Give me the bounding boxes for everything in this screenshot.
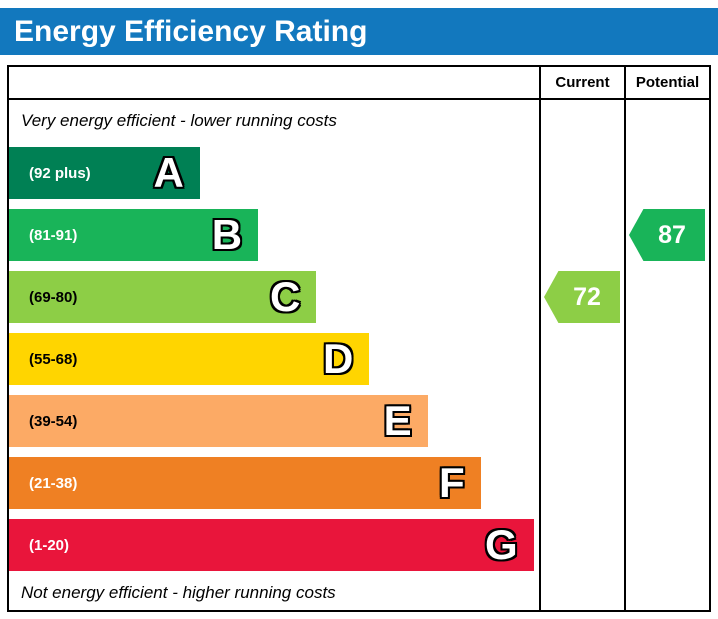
band-bar: (55-68) D [9, 333, 370, 385]
band-range: (39-54) [29, 412, 78, 430]
band-range: (81-91) [29, 226, 78, 244]
band-letter: C [270, 273, 301, 320]
band-row-e: (39-54) E [9, 390, 539, 452]
band-bar: (81-91) B [9, 209, 259, 261]
band-range: (1-20) [29, 536, 70, 554]
current-rating-arrow: 72 [544, 271, 620, 323]
band-letter: E [383, 397, 412, 444]
band-bar: (92 plus) A [9, 147, 200, 199]
band-row-c: (69-80) C [9, 266, 539, 328]
band-range: (21-38) [29, 474, 78, 492]
band-row-b: (81-91) B [9, 204, 539, 266]
bottom-note: Not energy efficient - higher running co… [21, 583, 336, 602]
current-rating-value: 72 [573, 282, 601, 311]
bands-list: (92 plus) A (81-91) B (69-80) C [9, 142, 539, 576]
band-bar: (39-54) E [9, 395, 428, 447]
band-letter: D [323, 335, 354, 382]
potential-rating-arrow: 87 [629, 209, 705, 261]
band-bar: (69-80) C [9, 271, 317, 323]
band-row-f: (21-38) F [9, 452, 539, 514]
band-range: (92 plus) [29, 164, 91, 182]
header-current: Current [539, 67, 624, 98]
top-note: Very energy efficient - lower running co… [21, 111, 337, 130]
page-title: Energy Efficiency Rating [14, 14, 368, 48]
band-letter: F [439, 459, 465, 506]
band-row-d: (55-68) D [9, 328, 539, 390]
current-column: 72 [539, 100, 624, 610]
band-range: (69-80) [29, 288, 78, 306]
potential-rating-value: 87 [658, 220, 686, 249]
band-letter: G [485, 521, 518, 568]
band-letter: A [153, 149, 184, 196]
chart-header-row: Current Potential [9, 67, 709, 100]
title-bar: Energy Efficiency Rating [0, 8, 718, 55]
band-row-g: (1-20) G [9, 514, 539, 576]
chart-body: Very energy efficient - lower running co… [9, 100, 709, 610]
band-range: (55-68) [29, 350, 78, 368]
band-letter: B [211, 211, 243, 258]
bands-column: Very energy efficient - lower running co… [9, 100, 539, 610]
energy-rating-chart: Current Potential Very energy efficient … [7, 65, 711, 612]
band-row-a: (92 plus) A [9, 142, 539, 204]
header-spacer [9, 67, 539, 98]
band-bar: (1-20) G [9, 519, 534, 571]
potential-column: 87 [624, 100, 709, 610]
band-bar: (21-38) F [9, 457, 481, 509]
header-potential: Potential [624, 67, 709, 98]
